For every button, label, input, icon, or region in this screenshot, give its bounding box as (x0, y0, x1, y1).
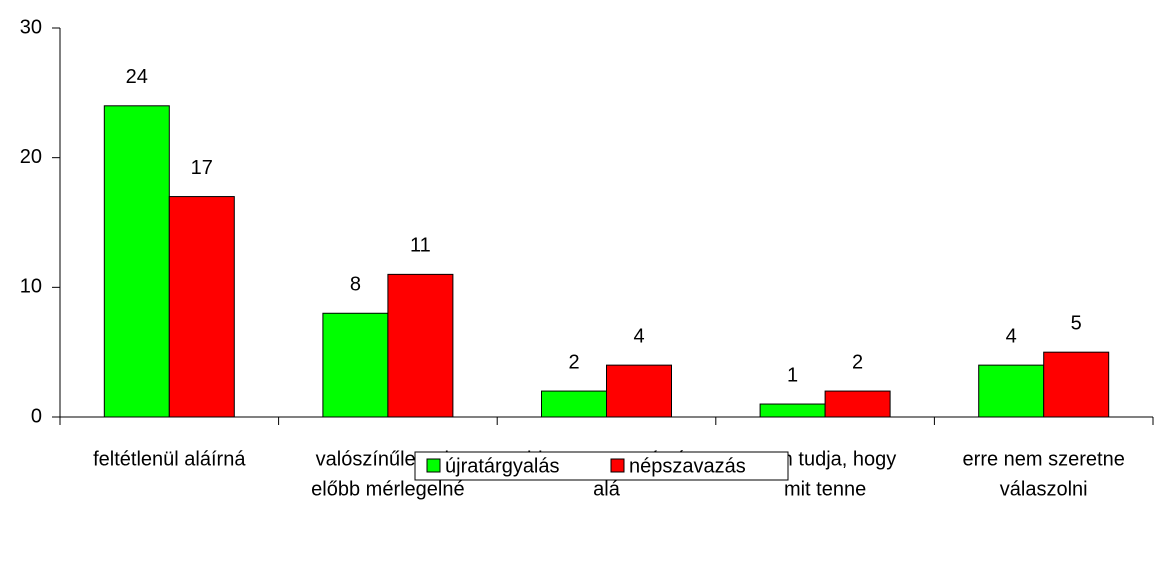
bar (168, 196, 235, 418)
bar (387, 273, 454, 418)
data-label: 11 (410, 235, 431, 257)
bar (759, 403, 826, 418)
data-label: 8 (350, 274, 361, 296)
bar (1043, 351, 1110, 418)
x-tick-label: alá (593, 478, 621, 500)
data-label: 4 (1006, 325, 1017, 347)
legend-swatch (610, 458, 625, 473)
legend-label: újratárgyalás (445, 455, 560, 477)
bar (978, 364, 1045, 418)
data-label: 17 (191, 157, 213, 179)
bar (606, 364, 672, 418)
data-label: 4 (633, 325, 644, 347)
legend-box (414, 451, 789, 481)
data-label: 5 (1071, 312, 1082, 334)
bar (824, 390, 891, 418)
x-tick-label: erre nem szeretne (963, 448, 1125, 470)
y-tick-label: 30 (20, 16, 42, 38)
bar (541, 390, 607, 418)
data-label: 2 (568, 351, 579, 373)
data-label: 1 (787, 364, 798, 386)
x-tick-label: előbb mérlegelné (311, 478, 464, 500)
bar (322, 312, 389, 418)
data-label: 24 (126, 66, 148, 88)
legend-label: népszavazás (629, 455, 746, 477)
x-tick-label: feltétlenül aláírná (93, 448, 246, 470)
x-tick-label: mit tenne (784, 478, 866, 500)
data-label: 2 (852, 351, 863, 373)
x-tick-label: nem tudja, hogy (754, 448, 896, 470)
legend-swatch (426, 458, 441, 473)
y-tick-label: 10 (20, 276, 42, 298)
y-tick-label: 0 (31, 405, 42, 427)
y-tick-label: 20 (20, 146, 42, 168)
x-tick-label: válaszolni (1000, 478, 1088, 500)
bar (103, 105, 170, 418)
